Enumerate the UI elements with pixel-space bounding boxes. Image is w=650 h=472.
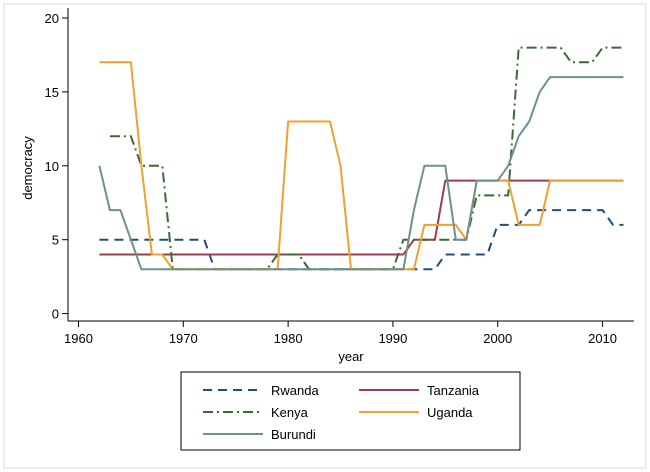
x-ticks: 1960 1970 1980 1990 2000 2010 xyxy=(64,321,617,346)
legend-label-uganda: Uganda xyxy=(427,405,473,420)
legend-label-rwanda: Rwanda xyxy=(271,383,319,398)
axes: 1960 1970 1980 1990 2000 2010 0 5 10 15 20 year d… xyxy=(20,8,634,364)
legend: Rwanda Tanzania Kenya Uganda Burundi xyxy=(180,371,521,451)
x-tick-label: 1980 xyxy=(274,331,303,346)
x-axis-title: year xyxy=(338,349,364,364)
x-tick-label: 1970 xyxy=(169,331,198,346)
y-tick-label: 0 xyxy=(52,307,59,322)
legend-label-kenya: Kenya xyxy=(271,405,309,420)
y-tick-label: 5 xyxy=(52,233,59,248)
legend-label-burundi: Burundi xyxy=(271,427,316,442)
series-line-kenya xyxy=(109,46,624,271)
legend-label-tanzania: Tanzania xyxy=(427,383,480,398)
x-tick-label: 1960 xyxy=(64,331,93,346)
x-tick-label: 2000 xyxy=(483,331,512,346)
y-tick-label: 20 xyxy=(45,11,59,26)
y-axis-title: democracy xyxy=(20,136,35,200)
x-tick-label: 2010 xyxy=(588,331,617,346)
series-line-burundi xyxy=(98,76,624,271)
x-tick-label: 1990 xyxy=(378,331,407,346)
y-ticks: 0 5 10 15 20 xyxy=(45,11,68,322)
series-lines xyxy=(98,46,624,271)
y-tick-label: 10 xyxy=(45,159,59,174)
y-tick-label: 15 xyxy=(45,85,59,100)
